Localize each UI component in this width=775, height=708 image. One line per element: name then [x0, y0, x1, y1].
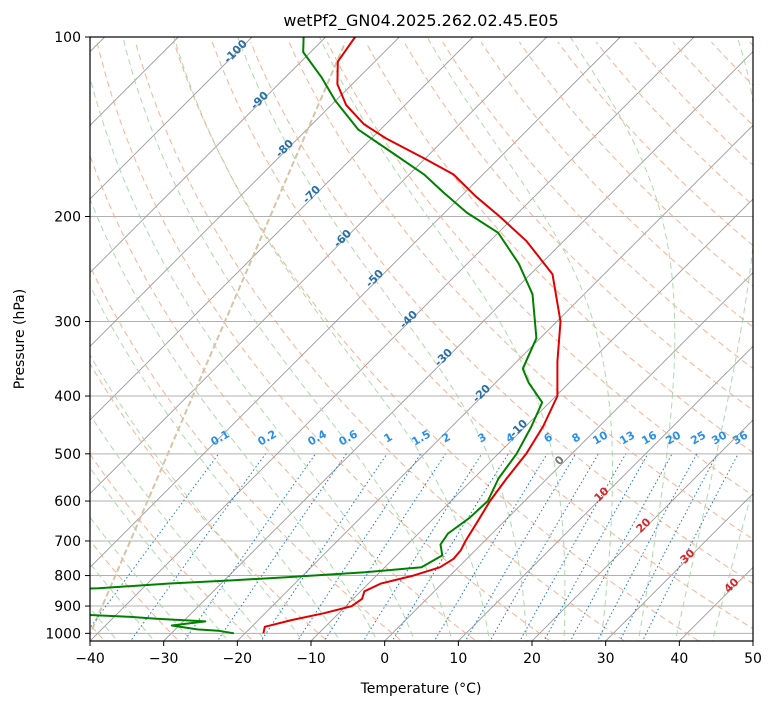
moist-adiabat-line — [90, 516, 192, 641]
dry-adiabat-line — [403, 41, 753, 411]
y-tick-label: 900 — [54, 599, 81, 615]
x-tick-label: −40 — [75, 651, 105, 667]
moist-adiabat-line — [173, 37, 490, 641]
background-grid — [90, 37, 753, 641]
y-tick-label: 1000 — [45, 626, 81, 642]
dry-adiabat-line — [326, 41, 753, 497]
x-tick-label: 10 — [449, 651, 467, 667]
plot-frame — [89, 36, 754, 642]
y-tick-label: 200 — [54, 210, 81, 226]
dry-adiabat-line — [90, 453, 254, 641]
isotherm-line — [531, 419, 753, 641]
x-tick-label: 20 — [523, 651, 541, 667]
x-tick-label: 50 — [744, 651, 762, 667]
moist-adiabat-line — [90, 353, 304, 641]
mixing-ratio-line — [543, 453, 649, 641]
x-axis-label: Temperature (°C) — [360, 681, 482, 697]
moist-adiabat-line — [122, 37, 453, 641]
mixing-ratio-line — [569, 453, 673, 641]
isotherm-line — [310, 198, 753, 641]
isotherm-line — [90, 37, 547, 495]
chart-title: wetPf2_GN04.2025.262.02.45.E05 — [283, 11, 558, 31]
isotherm-line — [90, 37, 326, 274]
mixing-ratio-line — [216, 453, 347, 641]
moist-adiabat-line — [426, 37, 613, 641]
mixing-ratio-line — [296, 453, 422, 641]
isotherm-line — [605, 493, 753, 641]
y-tick-label: 800 — [54, 569, 81, 585]
moist-adiabat-line — [237, 37, 528, 641]
moist-adiabat-line — [674, 37, 753, 641]
sounding-series — [90, 37, 562, 635]
axes: −40 −30 −20 −10 0 10 20 30 40 50 100 200 300 400 500 60… — [45, 30, 762, 667]
moist-adiabat-line — [569, 37, 676, 641]
x-tick-label: −10 — [296, 651, 326, 667]
mixing-ratio-line — [260, 453, 388, 641]
dry-adiabat-line — [250, 41, 753, 585]
moist-adiabat-line — [90, 562, 156, 641]
x-tick-label: 0 — [380, 651, 389, 667]
isotherm-line — [90, 37, 400, 347]
mixing-ratio-line — [362, 453, 483, 641]
mixing-ratio-line — [433, 453, 548, 641]
dry-adiabat-line — [90, 154, 477, 641]
y-axis-label: Pressure (hPa) — [12, 289, 28, 389]
y-tick-label: 100 — [54, 30, 81, 46]
dry-adiabat-line — [96, 41, 552, 641]
moist-adiabat-line — [90, 466, 229, 641]
x-tick-label: −30 — [149, 651, 179, 667]
moist-adiabat-line — [90, 197, 378, 641]
temperature-profile-line — [262, 37, 562, 634]
mixing-ratio-line — [596, 453, 698, 641]
isotherm-line — [163, 51, 753, 641]
isotherm-line — [458, 345, 753, 641]
ice-curve-line — [90, 41, 347, 637]
y-tick-label: 600 — [54, 494, 81, 510]
moist-adiabat-line — [90, 75, 416, 641]
moist-adiabat-line — [90, 413, 267, 641]
moist-adiabat-line — [90, 284, 341, 641]
isotherm-line — [90, 37, 695, 641]
dry-adiabat-line — [365, 41, 753, 454]
dry-adiabat-line — [288, 41, 753, 540]
mixing-ratio-line — [129, 453, 267, 641]
dewpoint-profile-line — [90, 37, 544, 635]
x-tick-label: −20 — [223, 651, 253, 667]
x-tick-label: 40 — [670, 651, 688, 667]
isotherm-line — [90, 37, 621, 568]
y-tick-label: 300 — [54, 315, 81, 331]
dry-adiabat-line — [480, 41, 753, 328]
x-tick-label: 30 — [597, 651, 615, 667]
y-tick-label: 400 — [54, 389, 81, 405]
dry-adiabat-line — [90, 362, 329, 641]
moist-adiabat-line — [319, 37, 566, 641]
dry-adiabat-line — [90, 265, 403, 641]
mixing-ratio-line — [464, 453, 577, 641]
isotherm-line — [237, 124, 753, 641]
isotherm-line — [90, 37, 474, 421]
mixing-ratio-line — [90, 453, 220, 629]
isotherm-line — [90, 37, 253, 200]
mixing-ratio-line — [619, 453, 718, 641]
y-tick-label: 700 — [54, 534, 81, 550]
mixing-ratio-line — [323, 453, 446, 641]
dry-adiabat-line — [442, 41, 753, 370]
dry-adiabat-line — [211, 41, 753, 630]
isotherm-line — [384, 272, 753, 641]
dry-adiabat-line — [134, 41, 626, 641]
y-tick-label: 500 — [54, 447, 81, 463]
